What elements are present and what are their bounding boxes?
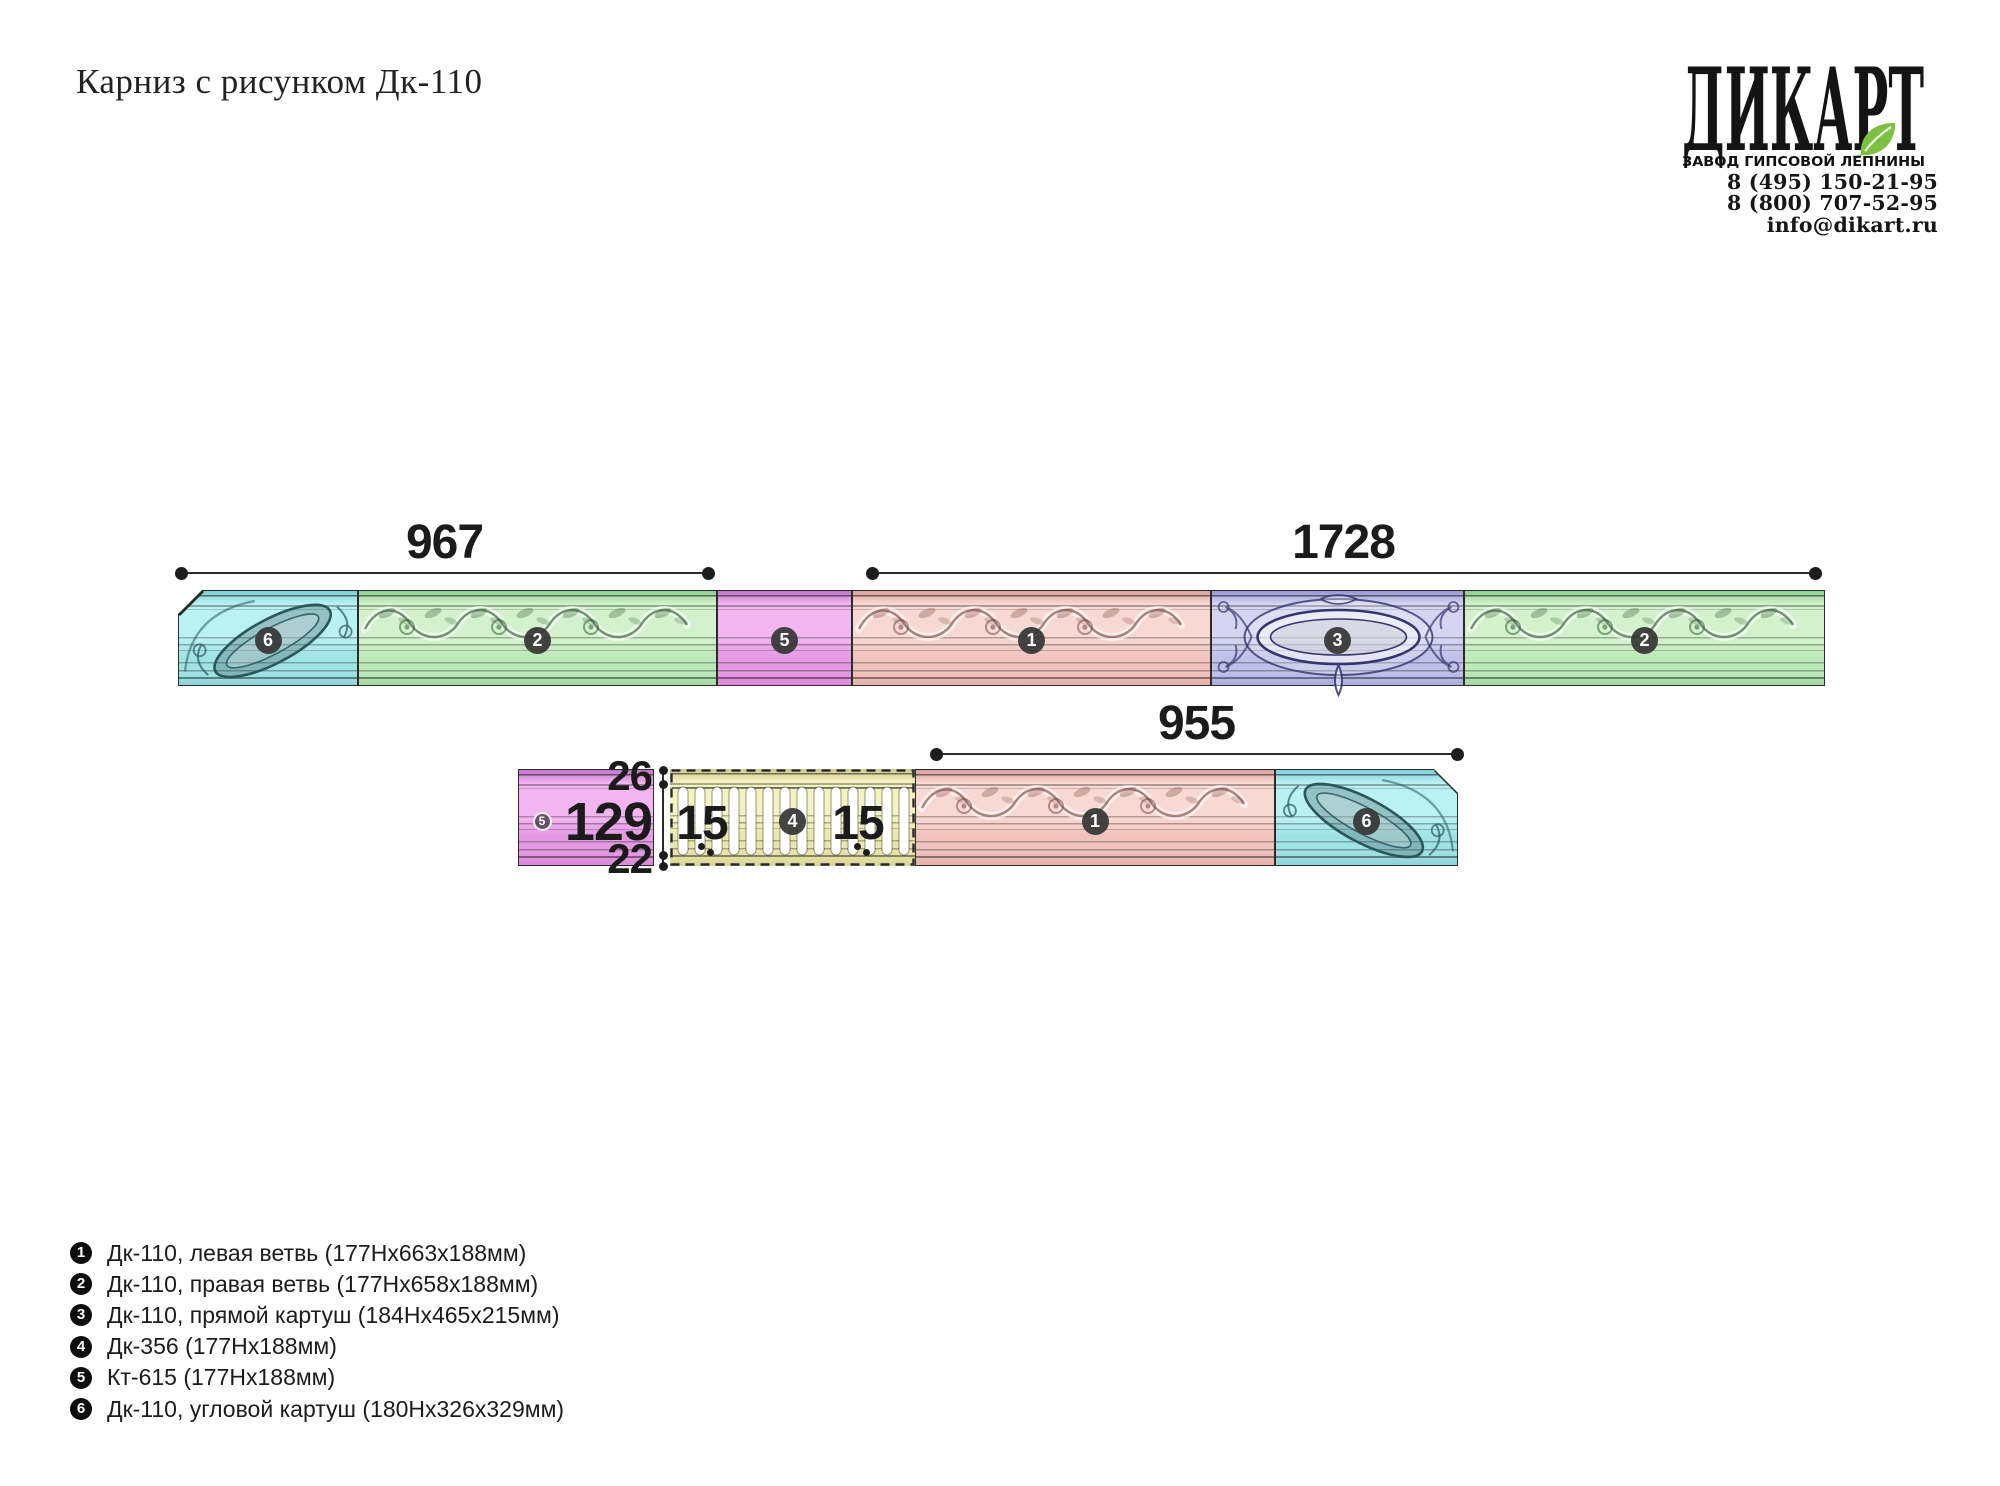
logo-wordmark-text: ДИКАРТ <box>1682 43 1924 177</box>
vertical-dimension-dot <box>658 765 668 775</box>
legend-label-3: Дк-110, прямой картуш (184Нх465х215мм) <box>107 1301 560 1328</box>
page-title: Карниз с рисунком Дк-110 <box>76 62 483 101</box>
legend-badge-6: 6 <box>70 1398 92 1420</box>
legend-item-1: 1 Дк-110, левая ветвь (177Нх663х188мм) <box>70 1239 527 1266</box>
vertical-dimension-label-22: 22 <box>607 835 653 882</box>
dimension-dot <box>174 566 188 580</box>
pitch-marker-dot <box>698 843 705 850</box>
dimension-line-1728 <box>872 571 1815 575</box>
legend-item-2: 2 Дк-110, правая ветвь (177Нх658х188мм) <box>70 1270 539 1297</box>
baluster-pitch-label: 15 <box>832 797 884 850</box>
legend-badge-5: 5 <box>70 1366 92 1389</box>
logo-wordmark: ДИКАРТ <box>1682 43 1924 177</box>
dimension-dot <box>929 747 943 761</box>
legend-item-5: 5 Кт-615 (177Нх188мм) <box>70 1364 336 1391</box>
dimension-dot <box>1808 566 1822 580</box>
logo-leaf-icon <box>1852 122 1896 158</box>
legend-item-4: 4 Дк-356 (177Нх188мм) <box>70 1333 337 1360</box>
legend-label-1: Дк-110, левая ветвь (177Нх663х188мм) <box>107 1239 527 1266</box>
segment-badge-5: 5 <box>771 626 798 654</box>
vertical-dimension-dot <box>658 779 668 789</box>
legend-label-4: Дк-356 (177Нх188мм) <box>107 1333 337 1360</box>
legend-badge-1: 1 <box>70 1242 92 1264</box>
pitch-marker-dot <box>854 843 861 850</box>
vertical-dimension-dot <box>658 850 668 860</box>
dimension-dot <box>865 566 879 580</box>
dimension-label-955: 955 <box>1157 697 1236 750</box>
segment-badge-5: 5 <box>532 811 552 831</box>
segment-badge-6: 6 <box>254 626 282 654</box>
pitch-marker-dot <box>707 849 714 856</box>
legend-item-6: 6 Дк-110, угловой картуш (180Нх326х329мм) <box>70 1395 565 1422</box>
segment-badge-1: 1 <box>1018 626 1045 654</box>
baluster-pitch-label: 15 <box>676 797 728 850</box>
segment-badge-1: 1 <box>1081 807 1109 835</box>
logo-phone-1: 8 (495) 150-21-95 <box>1727 170 1938 194</box>
legend-badge-2: 2 <box>70 1273 92 1296</box>
legend-label-6: Дк-110, угловой картуш (180Нх326х329мм) <box>107 1395 565 1422</box>
legend-label-2: Дк-110, правая ветвь (177Нх658х188мм) <box>107 1270 539 1297</box>
dimension-dot <box>701 566 715 580</box>
segment-badge-6: 6 <box>1353 807 1380 835</box>
dimension-line-967 <box>181 571 708 575</box>
dimension-dot <box>1450 747 1464 761</box>
legend-badge-3: 3 <box>70 1304 92 1327</box>
dimension-line-955 <box>936 752 1457 756</box>
segment-badge-3: 3 <box>1324 626 1351 654</box>
legend-badge-4: 4 <box>70 1335 92 1358</box>
legend-item-3: 3 Дк-110, прямой картуш (184Нх465х215мм) <box>70 1301 560 1328</box>
dimension-label-1728: 1728 <box>1292 516 1396 569</box>
legend-label-5: Кт-615 (177Нх188мм) <box>107 1364 336 1391</box>
vertical-dimension-label-26: 26 <box>607 752 653 799</box>
svg-text:ЗАВОД ГИПСОВОЙ ЛЕПНИНЫ: ЗАВОД ГИПСОВОЙ ЛЕПНИНЫ <box>1682 153 1925 170</box>
segment-badge-2: 2 <box>524 626 551 654</box>
dimension-label-967: 967 <box>405 516 484 569</box>
logo-phone-2: 8 (800) 707-52-95 <box>1727 191 1938 216</box>
vertical-dimension-dot <box>658 861 668 871</box>
segment-badge-4: 4 <box>779 807 806 835</box>
vertical-dimension-line <box>662 770 664 866</box>
logo-email: info@dikart.ru <box>1766 212 1938 237</box>
pitch-marker-dot <box>863 849 870 856</box>
segment-badge-2: 2 <box>1631 626 1658 654</box>
logo-contacts: 8 (495) 150-21-95 8 (800) 707-52-95 info… <box>1727 170 1938 237</box>
logo-tagline: ЗАВОД ГИПСОВОЙ ЛЕПНИНЫ <box>1682 153 1925 170</box>
